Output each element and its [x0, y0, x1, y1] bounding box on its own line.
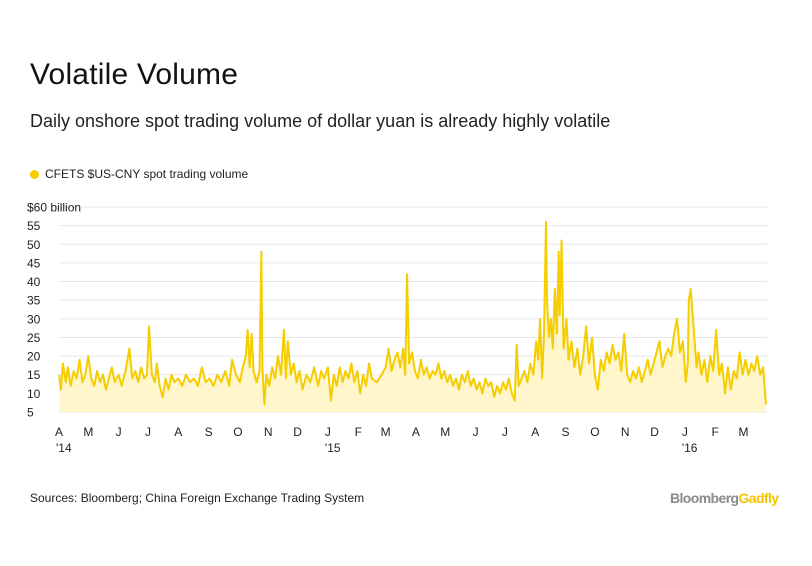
- series-line-group: [58, 220, 767, 406]
- page-title: Volatile Volume: [30, 58, 239, 91]
- y-tick-label: 20: [27, 350, 41, 364]
- y-tick-label: 10: [27, 387, 41, 401]
- x-tick-label: S: [562, 425, 570, 439]
- source-note: Sources: Bloomberg; China Foreign Exchan…: [30, 491, 365, 505]
- x-year-label: '16: [682, 441, 698, 455]
- y-tick-label: $60 billion: [27, 201, 81, 215]
- x-tick-label: O: [590, 425, 599, 439]
- y-tick-label: 45: [27, 256, 41, 270]
- series-line: [58, 220, 767, 406]
- legend-label: CFETS $US-CNY spot trading volume: [45, 167, 249, 181]
- x-tick-label: F: [355, 425, 362, 439]
- x-tick-label: A: [55, 425, 63, 439]
- x-tick-label: S: [205, 425, 213, 439]
- x-tick-label: J: [325, 425, 331, 439]
- page-subtitle: Daily onshore spot trading volume of dol…: [30, 111, 611, 131]
- y-tick-label: 50: [27, 238, 41, 252]
- legend-marker: [30, 169, 39, 179]
- x-tick-label: J: [116, 425, 122, 439]
- x-tick-label: J: [473, 425, 479, 439]
- y-tick-labels: 5 10 15 20 25 30 35 40 45 50 55 $60 billion: [27, 201, 81, 420]
- brand-part-2: Gadfly: [738, 490, 780, 506]
- brand-part-1: Bloomberg: [670, 490, 739, 506]
- y-tick-label: 40: [27, 275, 41, 289]
- chart-legend: CFETS $US-CNY spot trading volume: [30, 167, 248, 181]
- brand-logo: BloombergGadfly: [670, 490, 780, 506]
- x-tick-label: F: [711, 425, 718, 439]
- x-tick-label: J: [145, 425, 151, 439]
- x-tick-label: M: [739, 425, 749, 439]
- x-tick-label: A: [412, 425, 420, 439]
- y-tick-label: 30: [27, 312, 41, 326]
- series-area: [59, 221, 766, 412]
- x-tick-label: N: [264, 425, 273, 439]
- x-tick-label: M: [83, 425, 93, 439]
- series-area-group: [59, 221, 766, 412]
- y-tick-label: 5: [27, 406, 34, 420]
- x-tick-label: A: [531, 425, 539, 439]
- x-tick-labels: A '14 M J J A S O N D J '15 F M A M J J A S O N D J '16 F M: [55, 425, 749, 455]
- x-year-label: '15: [325, 441, 341, 455]
- x-tick-label: N: [621, 425, 630, 439]
- x-tick-label: D: [650, 425, 659, 439]
- y-tick-label: 35: [27, 294, 41, 308]
- x-tick-label: D: [293, 425, 302, 439]
- y-tick-label: 25: [27, 331, 41, 345]
- x-tick-label: A: [174, 425, 182, 439]
- x-tick-label: J: [502, 425, 508, 439]
- y-tick-label: 55: [27, 219, 41, 233]
- x-tick-label: O: [233, 425, 242, 439]
- x-tick-label: M: [381, 425, 391, 439]
- x-tick-label: J: [682, 425, 688, 439]
- x-tick-label: M: [440, 425, 450, 439]
- y-tick-label: 15: [27, 368, 41, 382]
- x-year-label: '14: [56, 441, 72, 455]
